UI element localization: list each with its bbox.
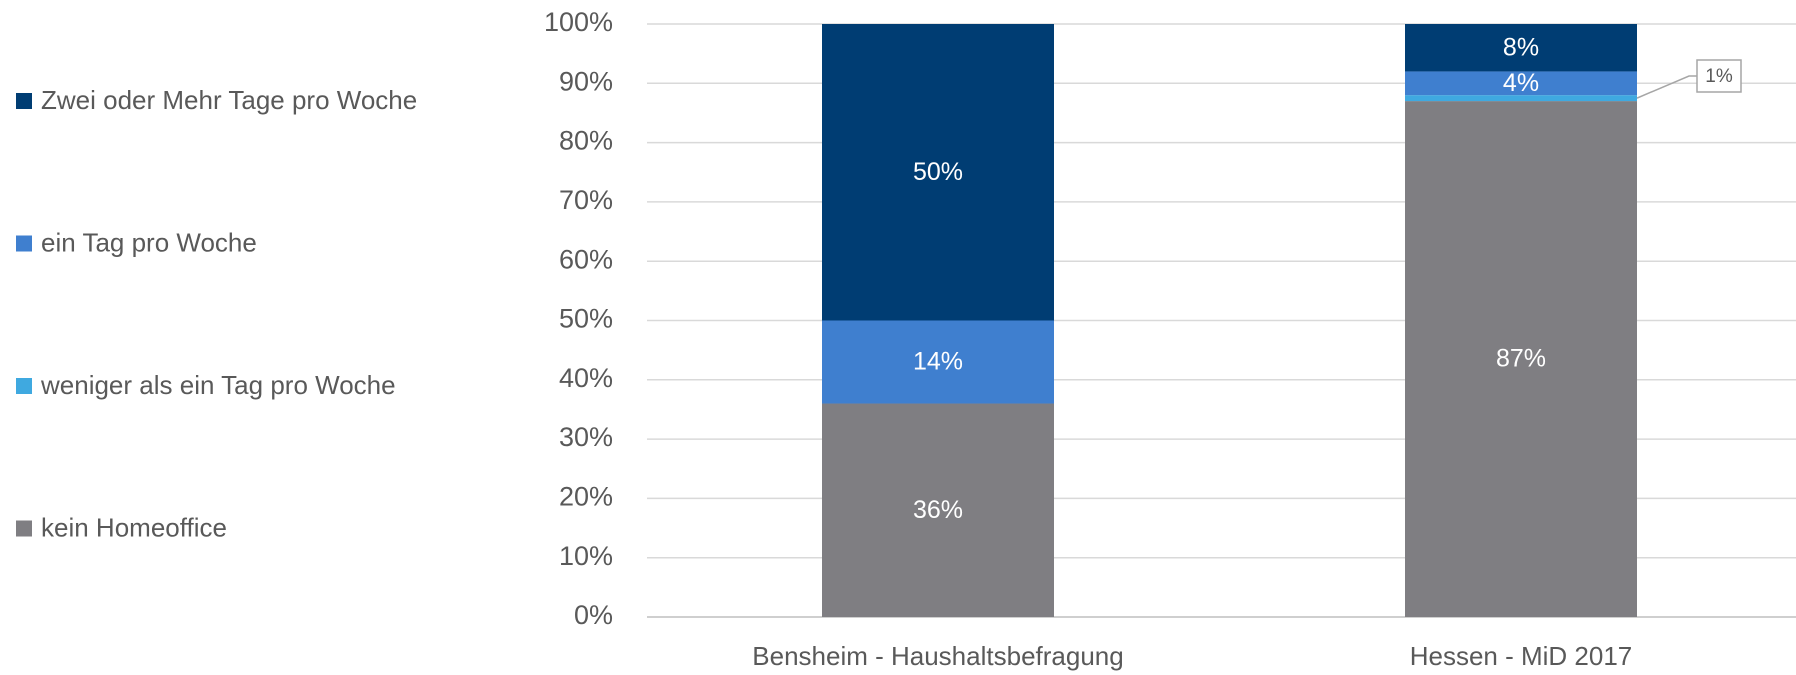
legend-swatch xyxy=(16,93,32,109)
y-tick-label: 30% xyxy=(559,422,613,452)
y-tick-label: 80% xyxy=(559,126,613,156)
legend-label: weniger als ein Tag pro Woche xyxy=(40,370,396,400)
y-tick-label: 20% xyxy=(559,482,613,512)
value-label: 4% xyxy=(1503,69,1539,97)
bar-segment xyxy=(822,403,1054,617)
value-label: 87% xyxy=(1496,345,1546,373)
y-tick-label: 40% xyxy=(559,363,613,393)
value-label: 1% xyxy=(1705,66,1733,87)
y-tick-label: 10% xyxy=(559,541,613,571)
legend-swatch xyxy=(16,520,32,537)
bar-segment xyxy=(1405,24,1637,72)
y-tick-label: 100% xyxy=(544,7,613,37)
legend-swatch xyxy=(16,378,32,394)
x-tick-label: Hessen - MiD 2017 xyxy=(1410,641,1633,671)
y-tick-label: 60% xyxy=(559,244,613,274)
legend-label: kein Homeoffice xyxy=(41,512,227,542)
value-label: 14% xyxy=(913,348,963,376)
y-tick-label: 90% xyxy=(559,66,613,96)
bar-segment xyxy=(822,320,1054,404)
value-label: 36% xyxy=(913,496,963,524)
y-tick-label: 50% xyxy=(559,304,613,334)
bar-segment xyxy=(822,24,1054,321)
y-tick-label: 0% xyxy=(574,600,613,630)
leader-line xyxy=(1636,75,1697,99)
legend-label: ein Tag pro Woche xyxy=(41,227,257,257)
bar-segment xyxy=(1405,101,1637,618)
x-tick-label: Bensheim - Haushaltsbefragung xyxy=(752,641,1123,671)
value-label: 8% xyxy=(1503,33,1539,61)
callout-box xyxy=(1696,59,1742,93)
legend-label: Zwei oder Mehr Tage pro Woche xyxy=(41,85,417,115)
bar-segment xyxy=(1405,71,1637,96)
y-tick-label: 70% xyxy=(559,185,613,215)
bar-segment xyxy=(1405,95,1637,102)
value-label: 50% xyxy=(913,158,963,186)
legend-swatch xyxy=(16,235,32,252)
